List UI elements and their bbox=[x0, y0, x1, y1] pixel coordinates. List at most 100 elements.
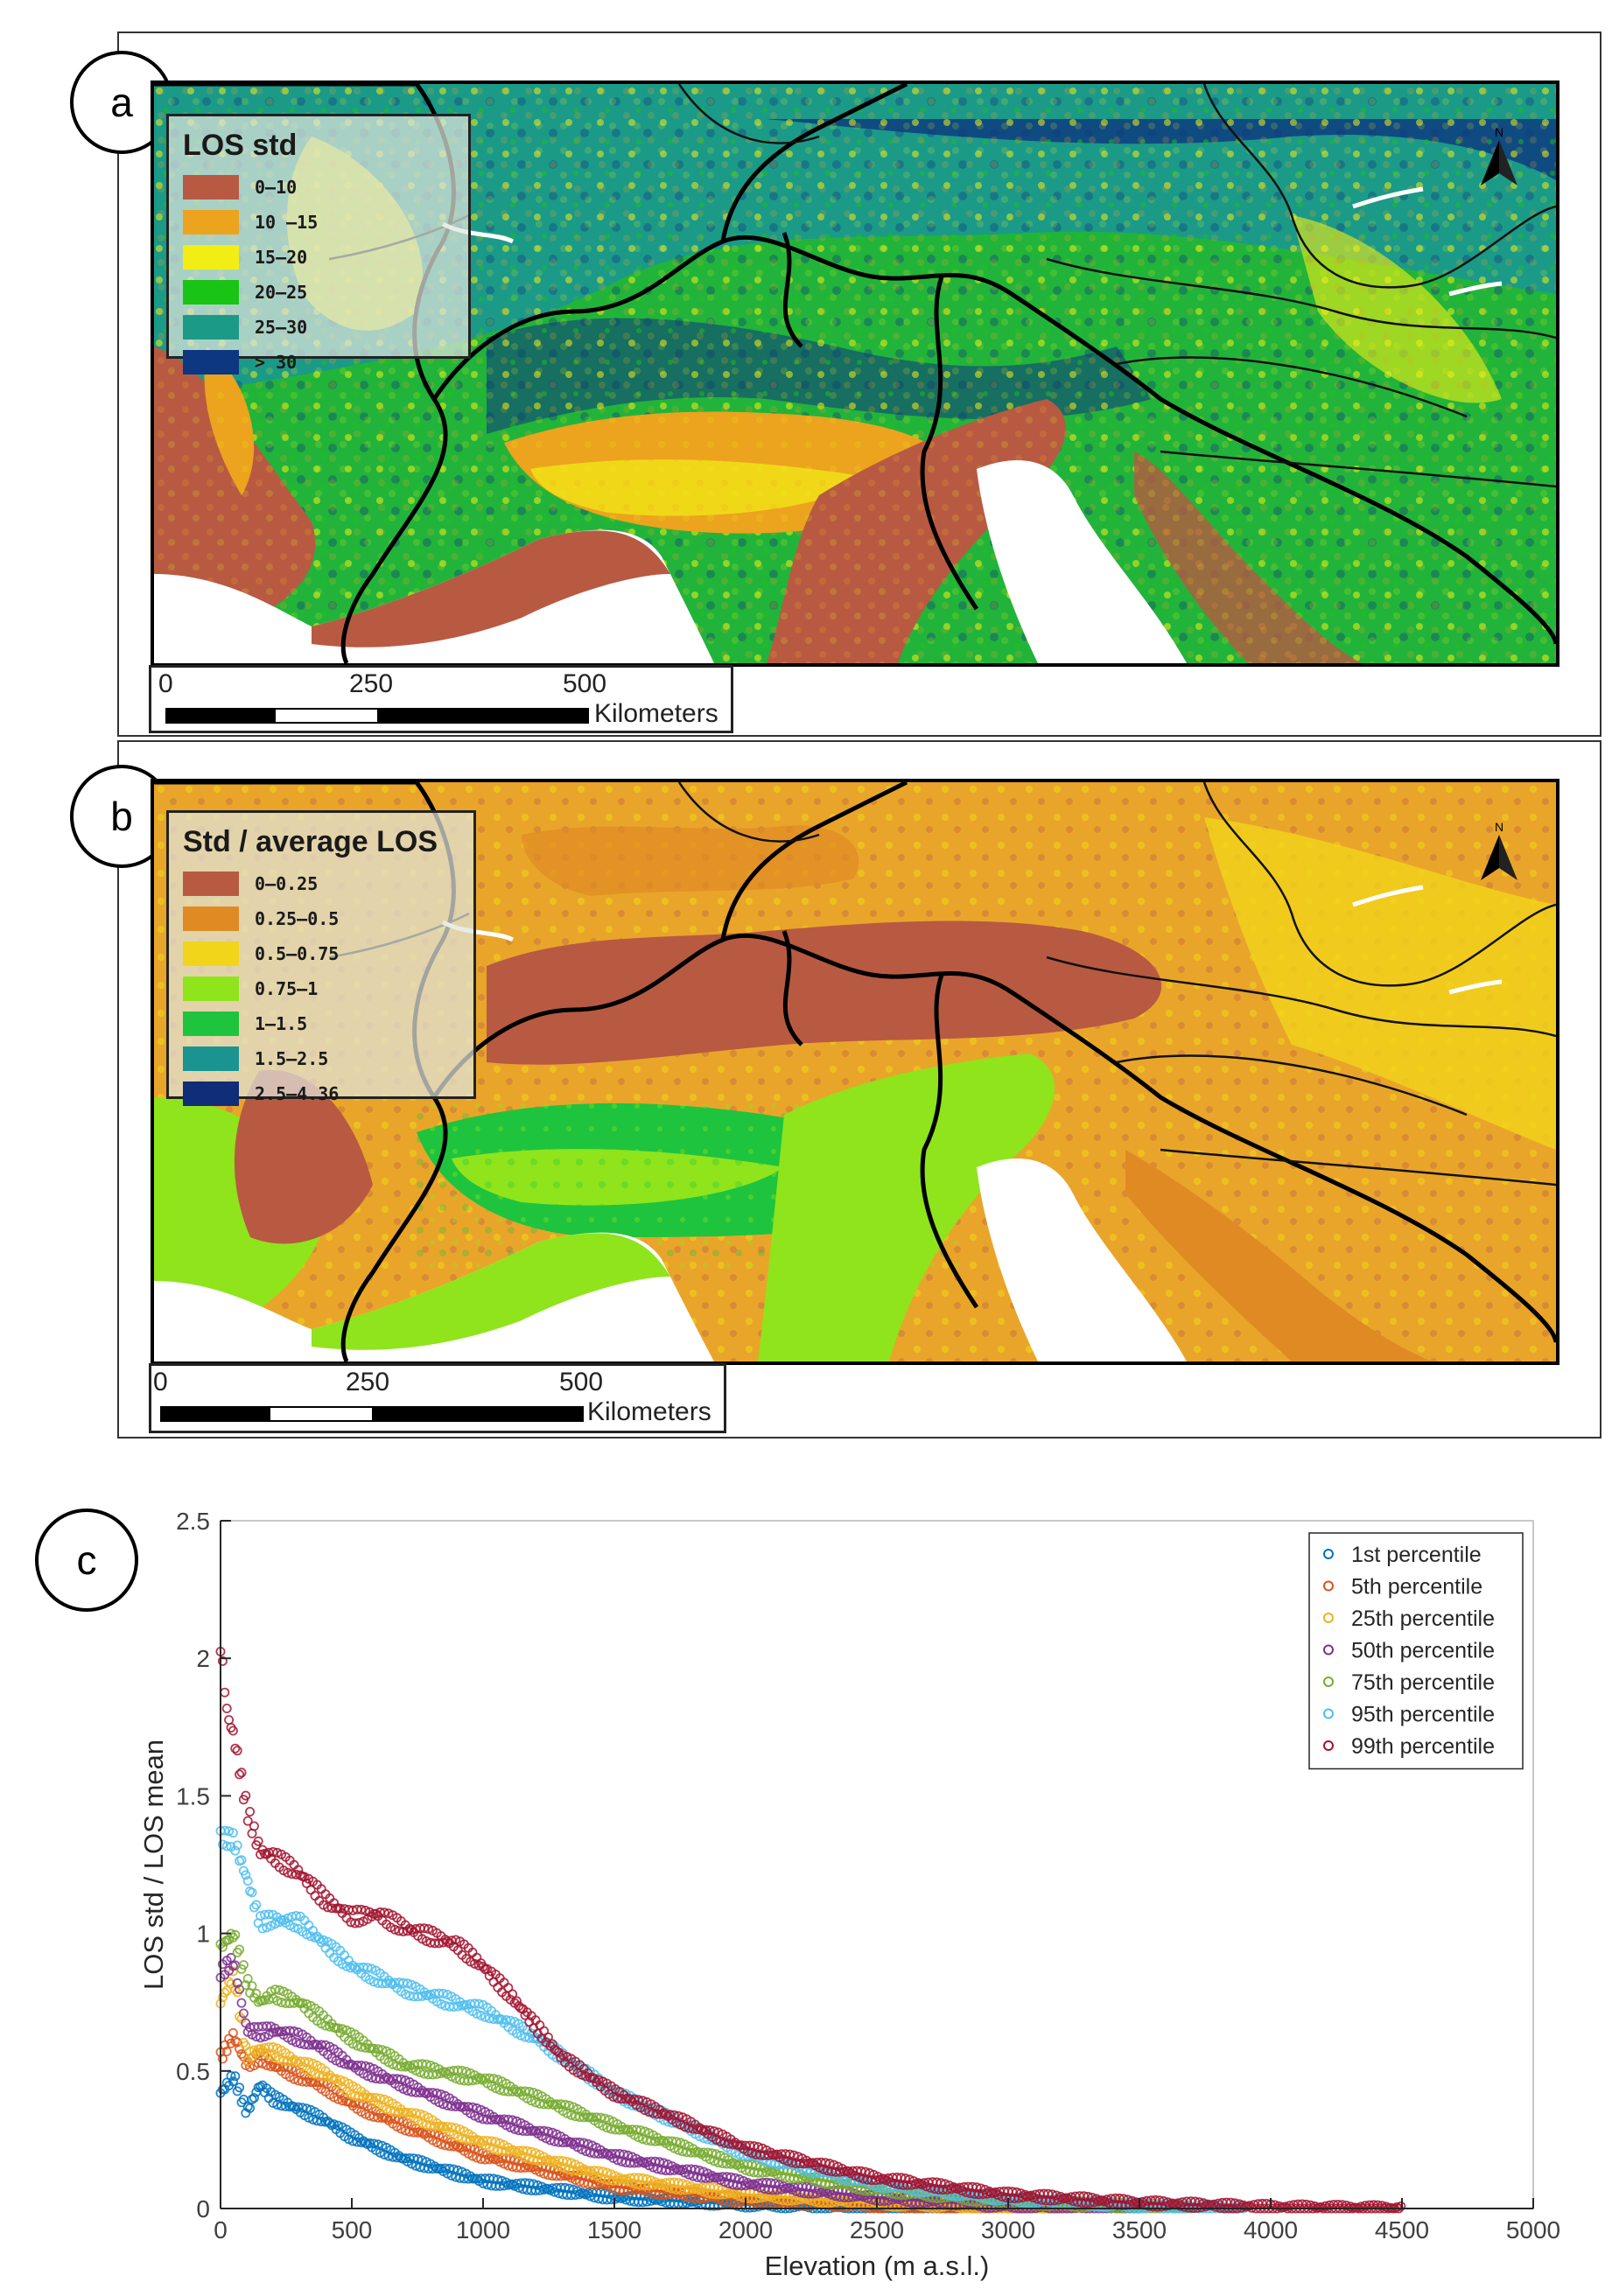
series-point bbox=[634, 2095, 644, 2105]
series-point bbox=[1072, 2195, 1083, 2206]
series-point bbox=[634, 2096, 644, 2107]
series-point bbox=[818, 2172, 829, 2182]
series-point bbox=[358, 1962, 368, 1972]
series-point bbox=[1045, 2194, 1055, 2205]
series-point bbox=[742, 2159, 753, 2169]
series-point bbox=[690, 2183, 700, 2194]
series-point bbox=[490, 2154, 501, 2165]
series-point bbox=[501, 1991, 511, 2001]
series-point bbox=[553, 2137, 564, 2147]
series-point bbox=[782, 2156, 793, 2166]
series-point bbox=[781, 2183, 791, 2194]
series-point bbox=[833, 2185, 844, 2195]
series-point bbox=[424, 1990, 434, 2000]
series-point bbox=[482, 2180, 493, 2190]
series-point bbox=[746, 2196, 757, 2207]
series-point bbox=[690, 2147, 700, 2158]
series-point bbox=[280, 1998, 291, 2008]
series-point bbox=[440, 2067, 451, 2077]
series-point bbox=[221, 1956, 232, 1966]
series-point bbox=[673, 2110, 683, 2121]
series-point bbox=[385, 1978, 396, 1988]
series-point bbox=[682, 2123, 692, 2133]
series-point bbox=[1215, 2203, 1225, 2214]
series-point bbox=[299, 2040, 310, 2050]
series-point bbox=[446, 1936, 457, 1946]
series-point bbox=[400, 2152, 410, 2163]
series-point bbox=[1288, 2200, 1299, 2210]
series-point bbox=[556, 2132, 566, 2142]
series-point bbox=[272, 2062, 283, 2073]
series-point bbox=[377, 2068, 388, 2079]
series-point bbox=[988, 2194, 999, 2204]
series-point bbox=[1091, 2202, 1102, 2212]
series-point bbox=[709, 2132, 719, 2143]
series-point bbox=[473, 2146, 484, 2156]
series-point bbox=[329, 1898, 340, 1908]
series-point bbox=[472, 2075, 482, 2085]
series-point bbox=[547, 2127, 557, 2138]
series-point bbox=[476, 2138, 487, 2148]
series-point bbox=[566, 2158, 577, 2168]
series-point bbox=[721, 2132, 732, 2142]
series-point bbox=[988, 2203, 999, 2214]
legend-a-item: 20–25 bbox=[183, 275, 454, 310]
series-point bbox=[637, 2173, 648, 2183]
series-point bbox=[760, 2163, 770, 2174]
series-point bbox=[860, 2194, 871, 2204]
series-point bbox=[782, 2196, 793, 2207]
series-point bbox=[494, 2013, 505, 2024]
series-point bbox=[1181, 2201, 1192, 2211]
series-point bbox=[389, 2147, 400, 2158]
series-point bbox=[436, 2089, 446, 2099]
series-point bbox=[1033, 2194, 1043, 2205]
series-point bbox=[490, 2180, 501, 2191]
series-point bbox=[467, 2174, 478, 2184]
series-point bbox=[820, 2187, 831, 2197]
series-point bbox=[929, 2196, 940, 2207]
series-point bbox=[599, 2113, 610, 2124]
series-point bbox=[1285, 2201, 1295, 2211]
series-point bbox=[388, 2074, 398, 2084]
series-point bbox=[604, 2084, 614, 2095]
series-point bbox=[1278, 2202, 1288, 2213]
series-point bbox=[340, 1904, 350, 1914]
series-point bbox=[467, 2006, 478, 2017]
series-point bbox=[715, 2195, 725, 2206]
series-point bbox=[766, 2158, 776, 2168]
series-point bbox=[1081, 2196, 1091, 2207]
series-point bbox=[736, 2193, 746, 2203]
series-point bbox=[1005, 2194, 1015, 2204]
series-point bbox=[980, 2184, 991, 2194]
series-point bbox=[278, 1866, 289, 1876]
series-point bbox=[718, 2138, 728, 2149]
series-point bbox=[749, 2141, 760, 2152]
series-point bbox=[560, 2099, 571, 2110]
series-point bbox=[1204, 2200, 1215, 2210]
series-point bbox=[763, 2193, 774, 2203]
series-point bbox=[973, 2188, 984, 2199]
series-point bbox=[925, 2194, 936, 2205]
series-point bbox=[310, 1891, 320, 1901]
series-point bbox=[1076, 2202, 1087, 2213]
series-point bbox=[1078, 2198, 1089, 2208]
series-point bbox=[585, 2112, 595, 2123]
series-point bbox=[837, 2179, 847, 2189]
series-point bbox=[266, 2062, 277, 2072]
series-point bbox=[1068, 2196, 1078, 2207]
series-point bbox=[1125, 2197, 1135, 2208]
series-point bbox=[392, 2101, 403, 2111]
series-point bbox=[220, 1936, 230, 1947]
series-point bbox=[1049, 2200, 1060, 2210]
series-point bbox=[669, 2187, 679, 2197]
series-point bbox=[992, 2193, 1003, 2203]
series-point bbox=[325, 2021, 335, 2032]
series-point bbox=[865, 2179, 875, 2189]
legend-a-swatch bbox=[183, 210, 239, 234]
series-point bbox=[656, 2105, 667, 2116]
series-point bbox=[1358, 2203, 1369, 2214]
series-point bbox=[835, 2195, 845, 2206]
series-point bbox=[625, 2180, 635, 2191]
series-point bbox=[694, 2123, 704, 2133]
series-point bbox=[613, 2086, 623, 2096]
